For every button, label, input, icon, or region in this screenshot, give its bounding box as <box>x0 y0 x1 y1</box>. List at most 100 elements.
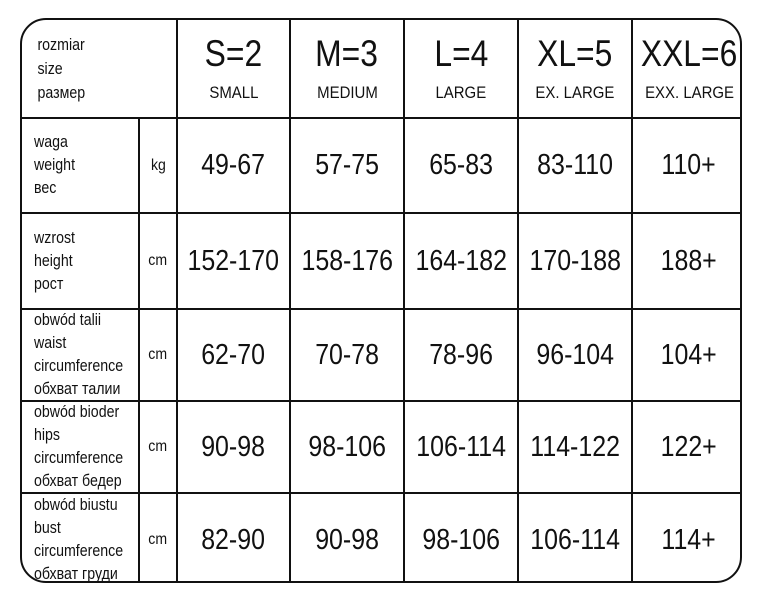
row-label-cell: waga weight вес <box>22 119 140 214</box>
table-cell: 188+ <box>633 214 740 310</box>
table-cell: 152-170 <box>178 214 291 310</box>
cell-value: 106-114 <box>530 523 620 556</box>
cell-value: 110+ <box>661 149 717 181</box>
cell-value: 78-96 <box>429 338 493 371</box>
size-name: MEDIUM <box>316 82 378 102</box>
table-cell: 98-106 <box>291 402 405 494</box>
unit-cell: cm <box>140 310 178 402</box>
table-cell: 90-98 <box>178 402 291 494</box>
table-cell: 65-83 <box>405 119 519 214</box>
cell-value: 122+ <box>660 430 718 463</box>
table-cell: 164-182 <box>405 214 519 310</box>
cell-value: 164-182 <box>415 244 507 277</box>
table-cell: 106-114 <box>519 494 633 581</box>
cell-value: 82-90 <box>201 523 266 556</box>
row-label-line: hips <box>34 426 61 444</box>
unit-label: cm <box>148 531 168 548</box>
table-cell: 83-110 <box>519 119 633 214</box>
row-label-line: обхват талии <box>34 380 121 398</box>
row-label-line: обхват груди <box>34 565 118 583</box>
table-cell: 82-90 <box>178 494 291 581</box>
size-code: L=4 <box>434 32 488 74</box>
table-cell: 62-70 <box>178 310 291 402</box>
table-cell: 70-78 <box>291 310 405 402</box>
row-label-cell: obwód talii waist circumference обхват тали… <box>22 310 140 402</box>
size-header-m: M=3 MEDIUM <box>291 20 405 119</box>
unit-label: cm <box>148 438 168 455</box>
cell-value: 98-106 <box>422 523 500 556</box>
unit-cell: cm <box>140 214 178 310</box>
size-header-s: S=2 SMALL <box>178 20 291 119</box>
row-label: obwód talii waist circumference обхват тали… <box>34 309 123 401</box>
cell-value: 158-176 <box>301 244 393 277</box>
row-label-cell: obwód biustu bust circumference обхват груд… <box>22 494 140 583</box>
row-label: waga weight вес <box>34 131 75 200</box>
cell-value: 62-70 <box>201 338 266 371</box>
unit-label: kg <box>150 156 166 174</box>
row-label-line: вес <box>34 179 57 197</box>
row-label-line: circumference <box>34 542 124 560</box>
table-cell: 106-114 <box>405 402 519 494</box>
cell-value: 170-188 <box>529 244 621 277</box>
row-label-line: circumference <box>34 449 124 467</box>
cell-value: 98-106 <box>308 430 386 463</box>
table-cell: 49-67 <box>178 119 291 214</box>
size-name: SMALL <box>208 82 259 102</box>
cell-value: 152-170 <box>187 244 280 277</box>
size-header-l: L=4 LARGE <box>405 20 519 119</box>
row-label-line: weight <box>34 156 76 174</box>
cell-value: 90-98 <box>315 523 379 556</box>
table-cell: 98-106 <box>405 494 519 581</box>
table-cell: 78-96 <box>405 310 519 402</box>
cell-value: 114-122 <box>530 430 620 463</box>
unit-label: cm <box>148 252 168 269</box>
table-cell: 114-122 <box>519 402 633 494</box>
row-label-line: obwód talii <box>34 311 102 329</box>
cell-value: 104+ <box>660 338 718 371</box>
cell-value: 57-75 <box>315 149 379 181</box>
table-cell: 158-176 <box>291 214 405 310</box>
size-header-xl: XL=5 EX. LARGE <box>519 20 633 119</box>
unit-cell: kg <box>140 119 178 214</box>
table-cell: 170-188 <box>519 214 633 310</box>
cell-value: 114+ <box>661 523 717 556</box>
table-cell: 114+ <box>633 494 740 581</box>
cell-value: 83-110 <box>537 149 613 181</box>
row-label: wzrost height рост <box>34 227 75 296</box>
header-label: rozmiar size размер <box>34 33 85 105</box>
table-cell: 90-98 <box>291 494 405 581</box>
row-label: obwód biustu bust circumference обхват груд… <box>34 494 124 583</box>
row-label-line: waist <box>34 334 67 352</box>
header-label-line: rozmiar <box>37 35 85 54</box>
table-cell: 96-104 <box>519 310 633 402</box>
cell-value: 49-67 <box>201 149 266 181</box>
size-code: M=3 <box>315 32 379 74</box>
size-name: EXX. LARGE <box>644 82 734 102</box>
size-code: S=2 <box>204 32 263 74</box>
cell-value: 106-114 <box>416 430 506 463</box>
table-cell: 104+ <box>633 310 740 402</box>
row-label-line: obwód bioder <box>34 403 120 421</box>
cell-value: 90-98 <box>201 430 266 463</box>
cell-value: 65-83 <box>429 149 493 181</box>
size-name: EX. LARGE <box>535 82 615 102</box>
size-header-xxl: XXL=6 EXX. LARGE <box>633 20 740 119</box>
header-label-line: size <box>37 59 63 78</box>
row-label-line: obwód biustu <box>34 496 118 514</box>
row-label-line: circumference <box>34 357 124 375</box>
row-label-line: wzrost <box>34 228 75 247</box>
cell-value: 188+ <box>660 244 718 277</box>
table-cell: 57-75 <box>291 119 405 214</box>
size-code: XL=5 <box>537 32 613 74</box>
size-name: LARGE <box>435 82 487 102</box>
header-label-line: размер <box>37 83 86 102</box>
row-label-line: рост <box>34 274 64 293</box>
unit-cell: cm <box>140 402 178 494</box>
cell-value: 70-78 <box>315 338 379 371</box>
row-label-line: обхват бедер <box>34 472 122 490</box>
row-label-line: bust <box>34 519 61 537</box>
table-cell: 110+ <box>633 119 740 214</box>
row-label-cell: wzrost height рост <box>22 214 140 310</box>
cell-value: 96-104 <box>536 338 614 371</box>
unit-label: cm <box>148 346 168 363</box>
